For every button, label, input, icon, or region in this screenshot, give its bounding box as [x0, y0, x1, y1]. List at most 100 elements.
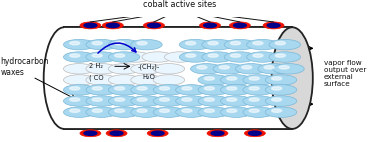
- Circle shape: [231, 54, 240, 57]
- Circle shape: [160, 87, 169, 90]
- Circle shape: [248, 131, 261, 135]
- Circle shape: [265, 85, 297, 95]
- Circle shape: [131, 39, 162, 50]
- Circle shape: [263, 22, 284, 29]
- Circle shape: [115, 98, 125, 101]
- Circle shape: [245, 130, 265, 137]
- Circle shape: [70, 98, 80, 101]
- Circle shape: [220, 75, 252, 85]
- FancyArrowPatch shape: [98, 43, 136, 53]
- Circle shape: [279, 66, 289, 69]
- Circle shape: [92, 54, 102, 57]
- Circle shape: [243, 75, 274, 85]
- Circle shape: [265, 107, 297, 117]
- Circle shape: [115, 41, 125, 45]
- Circle shape: [108, 107, 140, 117]
- Circle shape: [242, 66, 252, 69]
- Circle shape: [182, 98, 192, 101]
- Circle shape: [249, 77, 259, 80]
- Circle shape: [211, 131, 224, 135]
- Circle shape: [186, 54, 196, 57]
- Circle shape: [249, 109, 259, 112]
- Text: -(CH₂)-: -(CH₂)-: [137, 63, 160, 70]
- Text: vapor flow
output over
external
surface: vapor flow output over external surface: [324, 60, 366, 87]
- Circle shape: [137, 41, 147, 45]
- Circle shape: [110, 131, 123, 135]
- Circle shape: [164, 52, 196, 62]
- Circle shape: [204, 23, 216, 28]
- Circle shape: [182, 87, 192, 90]
- Circle shape: [227, 87, 237, 90]
- Circle shape: [153, 85, 184, 95]
- Ellipse shape: [272, 27, 313, 129]
- Circle shape: [108, 96, 140, 106]
- Circle shape: [64, 52, 95, 62]
- Circle shape: [224, 52, 256, 62]
- Circle shape: [243, 85, 274, 95]
- Circle shape: [80, 130, 101, 137]
- Circle shape: [227, 77, 237, 80]
- Text: hydrocarbon
waxes: hydrocarbon waxes: [1, 57, 49, 77]
- Circle shape: [153, 75, 184, 85]
- Circle shape: [267, 23, 280, 28]
- Circle shape: [204, 98, 214, 101]
- Circle shape: [137, 98, 147, 101]
- Circle shape: [197, 66, 207, 69]
- Circle shape: [229, 22, 250, 29]
- Circle shape: [86, 52, 117, 62]
- Circle shape: [176, 85, 207, 95]
- Circle shape: [106, 130, 127, 137]
- Circle shape: [180, 39, 211, 50]
- Circle shape: [86, 39, 117, 50]
- Circle shape: [137, 87, 147, 90]
- Circle shape: [220, 85, 252, 95]
- Circle shape: [160, 109, 169, 112]
- Circle shape: [198, 85, 229, 95]
- Circle shape: [227, 98, 237, 101]
- Circle shape: [213, 64, 245, 74]
- Circle shape: [92, 87, 102, 90]
- Circle shape: [64, 64, 95, 74]
- Circle shape: [70, 109, 80, 112]
- Circle shape: [207, 130, 228, 137]
- Circle shape: [272, 87, 282, 90]
- Circle shape: [272, 77, 282, 80]
- Circle shape: [249, 98, 259, 101]
- Circle shape: [86, 107, 117, 117]
- Circle shape: [64, 107, 95, 117]
- Circle shape: [208, 41, 218, 45]
- Circle shape: [219, 66, 229, 69]
- Circle shape: [107, 23, 119, 28]
- Circle shape: [182, 109, 192, 112]
- Circle shape: [246, 52, 278, 62]
- Circle shape: [198, 75, 229, 85]
- Circle shape: [119, 52, 151, 62]
- Text: cobalt active sites: cobalt active sites: [144, 0, 217, 9]
- Circle shape: [147, 130, 168, 137]
- Circle shape: [269, 39, 301, 50]
- Text: ( CO: ( CO: [89, 74, 103, 81]
- Circle shape: [243, 107, 274, 117]
- Circle shape: [108, 39, 140, 50]
- Circle shape: [186, 41, 196, 45]
- Circle shape: [246, 39, 278, 50]
- Circle shape: [86, 75, 117, 85]
- Circle shape: [115, 87, 125, 90]
- Circle shape: [258, 64, 289, 74]
- Circle shape: [272, 98, 282, 101]
- Circle shape: [160, 98, 169, 101]
- Circle shape: [108, 75, 140, 85]
- Circle shape: [144, 22, 164, 29]
- Circle shape: [204, 109, 214, 112]
- Circle shape: [198, 96, 229, 106]
- Circle shape: [64, 85, 95, 95]
- Circle shape: [265, 96, 297, 106]
- Circle shape: [153, 107, 184, 117]
- Circle shape: [151, 131, 164, 135]
- Circle shape: [176, 107, 207, 117]
- Bar: [64, 27, 292, 129]
- Circle shape: [92, 41, 102, 45]
- Circle shape: [102, 22, 123, 29]
- Circle shape: [153, 64, 184, 74]
- Circle shape: [220, 107, 252, 117]
